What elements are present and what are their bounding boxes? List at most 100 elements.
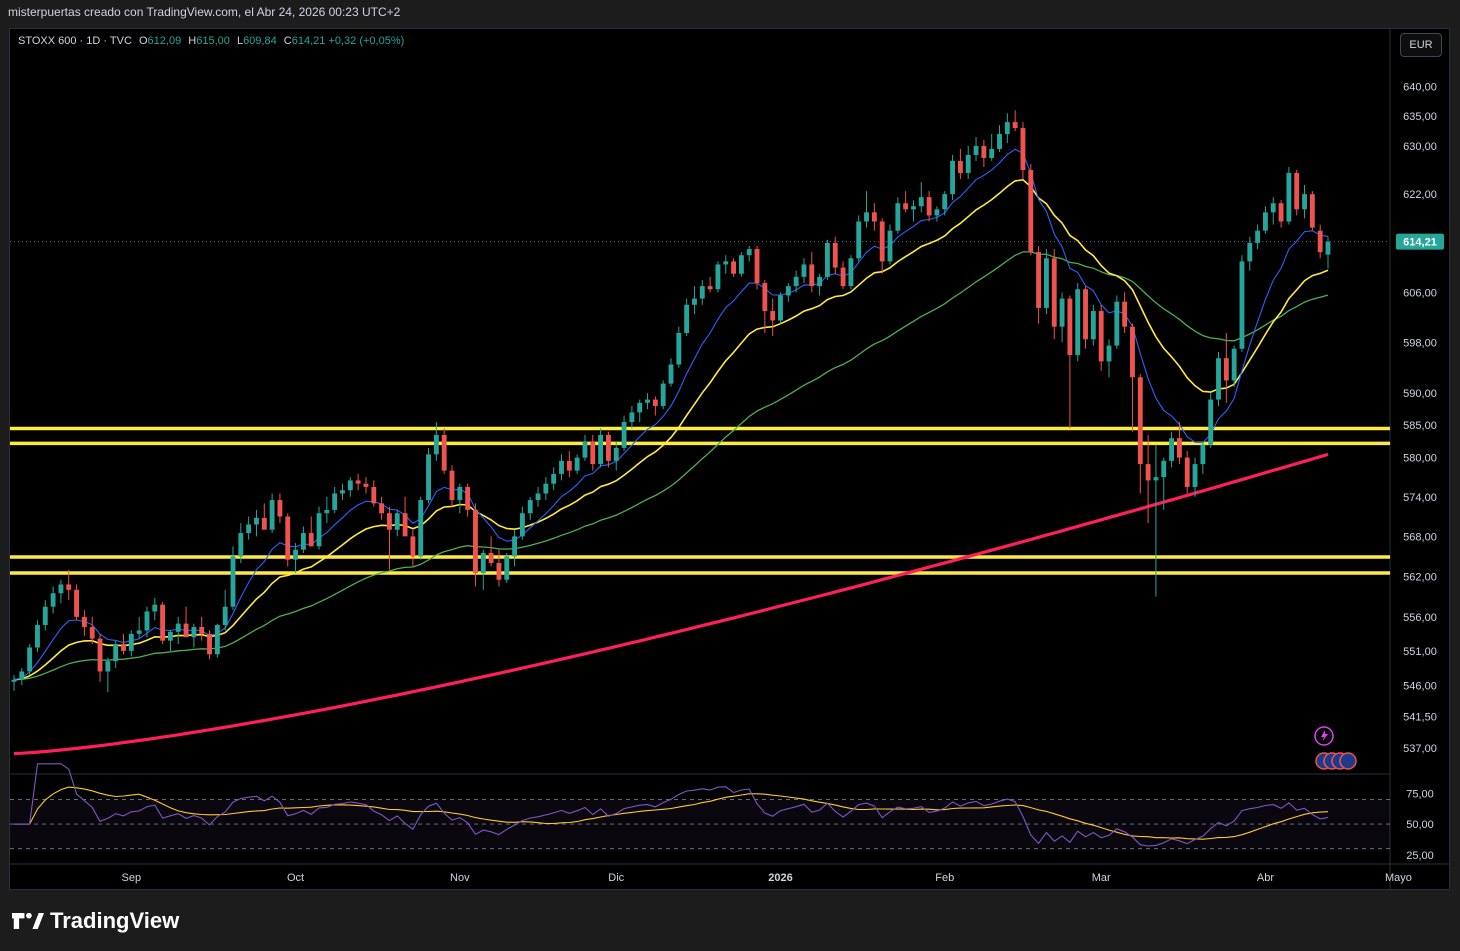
candle-body xyxy=(293,549,298,560)
candle-body xyxy=(535,493,541,501)
candle-body xyxy=(613,447,619,461)
chart-caption: misterpuertas creado con TradingView.com… xyxy=(8,5,401,19)
candle-body xyxy=(746,249,752,256)
candle-body xyxy=(222,606,228,625)
candle-body xyxy=(144,611,150,631)
candle-body xyxy=(1239,261,1245,349)
candle-body xyxy=(707,286,713,290)
candle-body xyxy=(840,267,846,287)
candle-body xyxy=(128,633,134,651)
close-value: 614,21 xyxy=(291,35,326,47)
candle-body xyxy=(66,584,72,590)
candle-body xyxy=(1036,252,1042,308)
candle-body xyxy=(973,145,979,155)
sma-200-line xyxy=(13,452,1329,756)
candle-body xyxy=(566,460,572,471)
candle-body xyxy=(418,500,424,557)
candle-body xyxy=(238,533,244,557)
candle-body xyxy=(1263,212,1268,231)
candle-body xyxy=(42,606,48,625)
last-price-badge xyxy=(1396,233,1444,250)
open-label: O xyxy=(138,35,148,47)
price-axis-label: 635,00 xyxy=(1403,111,1437,123)
candle-body xyxy=(817,276,823,287)
candle-body xyxy=(465,486,471,510)
candle-body xyxy=(1184,457,1190,487)
candle-body xyxy=(19,671,25,680)
tradingview-logo[interactable]: TradingView xyxy=(12,908,179,934)
candle-body xyxy=(152,604,158,612)
price-axis-label: 537,00 xyxy=(1403,743,1437,755)
candle-body xyxy=(449,470,455,501)
candle-body xyxy=(1200,444,1206,465)
price-axis-label: 630,00 xyxy=(1403,141,1437,153)
candle-body xyxy=(379,503,385,514)
candle-body xyxy=(1012,122,1018,129)
candle-body xyxy=(308,533,314,547)
candle-body xyxy=(559,460,564,474)
candle-body xyxy=(770,311,776,321)
candle-body xyxy=(926,197,932,216)
candle-body xyxy=(97,638,103,672)
candle-body xyxy=(762,283,768,312)
candle-body xyxy=(723,261,729,265)
candle-body xyxy=(1075,289,1081,356)
candle-body xyxy=(1216,358,1221,400)
time-axis-label: Feb xyxy=(935,872,954,884)
candle-body xyxy=(433,434,439,455)
candle-body xyxy=(340,490,345,494)
candle-body xyxy=(496,563,502,580)
ema-50-line xyxy=(13,251,1329,681)
high-value: 615,00 xyxy=(196,35,230,47)
candle-body xyxy=(1130,326,1135,378)
candle-body xyxy=(942,194,948,210)
candle-body xyxy=(848,258,854,287)
candle-body xyxy=(1067,298,1073,356)
price-chart[interactable]: 640,00 635,00 630,00 622,00 614,21 606,00 598,… xyxy=(10,29,1449,889)
price-axis-label: 585,00 xyxy=(1403,420,1437,432)
candle-body xyxy=(1145,464,1151,481)
chart-panel[interactable]: 640,00 635,00 630,00 622,00 614,21 606,00 598,… xyxy=(9,28,1450,890)
candle-body xyxy=(997,134,1002,149)
candle-body xyxy=(1161,460,1167,478)
candle-body xyxy=(457,486,463,501)
candle-body xyxy=(1294,172,1300,210)
candle-body xyxy=(785,286,791,296)
candle-body xyxy=(582,441,588,458)
candle-body xyxy=(81,616,87,628)
tradingview-icon xyxy=(12,912,44,929)
candle-body xyxy=(543,483,549,494)
candle-body xyxy=(300,533,306,550)
symbol-legend: STOXX 600 · 1D · TVC O612,09 H615,00 L60… xyxy=(18,35,404,47)
candle-body xyxy=(832,242,838,268)
currency-button[interactable]: EUR xyxy=(1400,33,1442,57)
candle-body xyxy=(1309,194,1315,228)
alert-icon xyxy=(1314,726,1334,746)
price-axis-label: 568,00 xyxy=(1403,531,1437,543)
candle-body xyxy=(1231,348,1237,381)
candle-body xyxy=(269,500,275,530)
candle-body xyxy=(527,500,533,514)
candle-body xyxy=(277,500,283,517)
candle-body xyxy=(441,434,447,471)
candle-body xyxy=(887,230,893,262)
candle-body xyxy=(645,399,650,403)
candle-body xyxy=(793,276,799,287)
candle-body xyxy=(1278,203,1284,222)
time-axis-label: Mar xyxy=(1092,872,1111,884)
candle-body xyxy=(1302,194,1307,210)
candle-body xyxy=(676,332,682,365)
candle-body xyxy=(355,480,361,484)
price-axis-label: 574,00 xyxy=(1403,492,1437,504)
time-axis-label: Mayo xyxy=(1385,872,1412,884)
candle-body xyxy=(871,212,877,222)
time-axis-label: 2026 xyxy=(768,872,792,884)
candle-body xyxy=(160,604,166,641)
candle-body xyxy=(1106,345,1112,362)
lightning-icon xyxy=(1321,730,1328,742)
candle-body xyxy=(519,513,525,537)
price-axis-label: 541,50 xyxy=(1403,711,1437,723)
candle-body xyxy=(598,434,604,465)
candle-body xyxy=(731,261,736,274)
candle-body xyxy=(1028,169,1034,253)
